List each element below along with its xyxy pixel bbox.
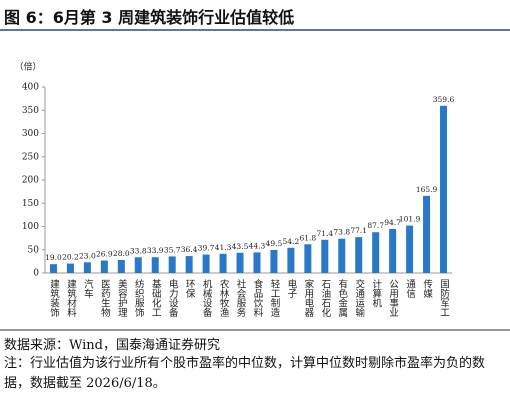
value-label: 39.7 xyxy=(198,244,215,253)
x-tick-label: 公用事业 xyxy=(387,279,399,317)
source: 数据来源：Wind，国泰海通证券研究 xyxy=(4,338,220,353)
x-tick-label: 传媒 xyxy=(421,278,433,299)
value-label: 28.0 xyxy=(113,249,130,258)
y-tick-label: 200 xyxy=(22,176,39,186)
bar xyxy=(355,237,363,273)
x-tick-label: 国防军工 xyxy=(438,279,450,317)
x-tick-label: 美容护理 xyxy=(116,278,128,317)
value-label: 26.9 xyxy=(96,249,113,258)
y-tick-label: 400 xyxy=(22,83,39,93)
value-label: 94.7 xyxy=(384,218,401,227)
x-tick-label: 计算机 xyxy=(370,278,382,308)
bar xyxy=(304,244,312,273)
bar xyxy=(389,228,397,273)
bar xyxy=(372,232,380,273)
value-label: 20.2 xyxy=(62,253,79,262)
value-label: 44.3 xyxy=(249,241,266,250)
value-label: 54.2 xyxy=(283,237,300,246)
value-label: 49.5 xyxy=(266,239,283,248)
y-tick-label: 0 xyxy=(33,269,39,279)
bar xyxy=(287,247,295,273)
bar xyxy=(321,239,329,273)
y-tick-label: 250 xyxy=(22,152,39,162)
bar xyxy=(185,256,193,273)
bar xyxy=(83,262,91,273)
chart-title: 图 6：6月第 3 周建筑装饰行业估值较低 xyxy=(4,8,295,27)
value-label: 165.9 xyxy=(416,185,438,194)
bar xyxy=(168,256,176,273)
y-tick-label: 350 xyxy=(22,106,39,116)
x-tick-label: 有色金属 xyxy=(336,278,348,318)
x-tick-label: 农林牧渔 xyxy=(218,278,230,317)
x-tick-label: 社会服务 xyxy=(235,278,247,318)
bar xyxy=(134,257,142,273)
value-label: 77.1 xyxy=(350,226,367,235)
x-tick-label: 机械设备 xyxy=(201,278,213,318)
x-tick-label: 电子 xyxy=(285,278,297,298)
note: 注：行业估值为该行业所有个股市盈率的中位数，计算中位数时剔除市盈率为负的数据，数… xyxy=(4,356,486,391)
x-tick-label: 交通运输 xyxy=(353,278,365,318)
x-tick-label: 汽车 xyxy=(82,278,94,299)
value-label: 19.0 xyxy=(45,253,62,262)
bar xyxy=(151,257,159,273)
x-tick-label: 医药生物 xyxy=(99,279,111,318)
x-tick-label: 纺织服饰 xyxy=(133,278,145,318)
bar xyxy=(423,195,431,273)
x-tick-label: 石油石化 xyxy=(319,279,331,318)
value-label: 23.0 xyxy=(79,251,96,260)
bar xyxy=(100,260,108,273)
x-tick-label: 环保 xyxy=(184,279,196,299)
value-label: 87.7 xyxy=(367,221,384,230)
x-tick-label: 食品饮料 xyxy=(251,278,263,318)
value-label: 43.5 xyxy=(232,242,249,251)
bar xyxy=(406,225,414,273)
bar xyxy=(236,252,244,273)
value-label: 359.6 xyxy=(433,95,455,104)
y-tick-label: 150 xyxy=(22,199,39,209)
bar xyxy=(117,259,125,273)
value-label: 36.4 xyxy=(181,245,198,254)
x-tick-label: 通信 xyxy=(404,279,416,299)
value-label: 33.9 xyxy=(147,246,164,255)
bar xyxy=(270,249,278,273)
x-tick-label: 建筑装饰 xyxy=(48,278,60,318)
x-tick-label: 家用电器 xyxy=(302,278,314,317)
value-label: 61.8 xyxy=(300,233,317,242)
x-tick-label: 基础化工 xyxy=(150,278,162,317)
value-label: 41.3 xyxy=(215,243,232,252)
value-label: 73.8 xyxy=(333,228,350,237)
x-tick-label: 建筑材料 xyxy=(65,278,77,318)
y-tick-label: 100 xyxy=(22,222,39,232)
value-label: 35.7 xyxy=(164,245,181,254)
bar xyxy=(66,263,74,273)
value-label: 71.4 xyxy=(316,229,333,238)
bar xyxy=(49,264,57,273)
y-tick-label: 50 xyxy=(28,245,40,255)
x-tick-label: 轻工制造 xyxy=(268,278,280,318)
bar xyxy=(440,105,448,273)
x-tick-label: 电力设备 xyxy=(167,278,179,318)
bar xyxy=(338,238,346,273)
y-axis-label: （倍） xyxy=(14,61,41,73)
bar xyxy=(219,253,227,273)
bar xyxy=(202,254,210,273)
y-tick-label: 300 xyxy=(22,129,39,139)
value-label: 101.9 xyxy=(399,215,421,224)
value-label: 33.8 xyxy=(130,246,147,255)
bar xyxy=(253,252,261,273)
